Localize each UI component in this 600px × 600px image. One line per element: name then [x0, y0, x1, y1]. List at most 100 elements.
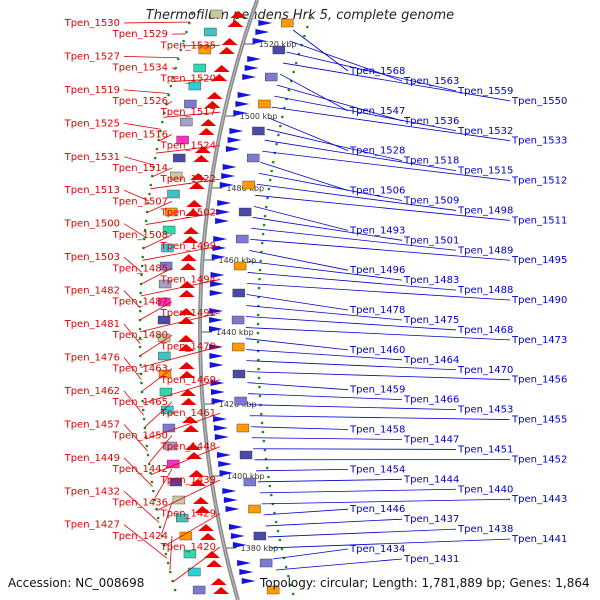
track-dot — [146, 201, 150, 205]
reverse-gene-arrow — [188, 182, 205, 189]
track-dot — [173, 588, 177, 592]
forward-gene-arrow — [225, 506, 240, 512]
reverse-gene-arrow — [179, 389, 196, 396]
right-leader-line — [261, 498, 511, 505]
left-gene-label: Tpen_1535 — [160, 40, 216, 51]
right-gene-label: Tpen_1495 — [511, 255, 567, 266]
track-dot — [169, 570, 172, 574]
reverse-gene-arrow — [178, 290, 195, 297]
reverse-gene-arrow — [178, 308, 195, 315]
track-dot — [167, 93, 170, 97]
right-gene-label: Tpen_1456 — [511, 375, 567, 386]
track-dot — [292, 70, 295, 74]
left-gene-label: Tpen_1524 — [160, 141, 216, 152]
right-leader-line — [259, 488, 457, 494]
feature-box — [158, 351, 171, 361]
track-dot — [257, 286, 261, 290]
track-dot — [263, 448, 267, 452]
track-dot — [276, 529, 280, 533]
feature-box — [192, 585, 206, 595]
left-leader-line — [146, 201, 173, 214]
track-dot — [284, 565, 288, 569]
right-gene-label: Tpen_1483 — [403, 275, 459, 286]
track-dot — [265, 466, 269, 470]
left-gene-label: Tpen_1461 — [160, 408, 216, 419]
feature-box — [198, 45, 212, 55]
right-gene-label: Tpen_1475 — [403, 315, 459, 326]
track-dot — [281, 115, 284, 119]
left-gene-label: Tpen_1481 — [64, 319, 120, 330]
track-dot — [161, 120, 164, 124]
right-leader-line — [251, 437, 403, 440]
kbp-tick-label: 1380 kbp — [241, 544, 279, 553]
forward-gene-arrow — [258, 20, 273, 26]
right-gene-label: Tpen_1459 — [349, 385, 405, 396]
track-dot — [142, 417, 146, 421]
feature-box — [157, 315, 171, 325]
left-gene-label: Tpen_1469 — [160, 375, 216, 386]
feature-box — [183, 549, 197, 559]
reverse-gene-arrow — [192, 497, 209, 504]
left-gene-label: Tpen_1436 — [112, 497, 168, 508]
right-gene-label: Tpen_1512 — [511, 176, 567, 187]
left-leader-line — [171, 67, 176, 70]
right-leader-line — [274, 95, 457, 132]
right-leader-line — [246, 349, 403, 361]
right-gene-label: Tpen_1434 — [349, 544, 405, 555]
forward-gene-arrow — [232, 542, 247, 548]
feature-box — [204, 27, 217, 37]
feature-box — [236, 234, 249, 244]
left-leader-line — [123, 424, 148, 452]
feature-box — [236, 423, 250, 433]
right-gene-label: Tpen_1440 — [457, 484, 513, 495]
right-gene-label: Tpen_1447 — [403, 434, 459, 445]
right-leader-line — [250, 238, 511, 261]
right-gene-label: Tpen_1488 — [457, 285, 513, 296]
forward-gene-arrow — [217, 200, 232, 206]
left-leader-line — [123, 390, 145, 416]
track-dot — [158, 525, 162, 529]
feature-box — [248, 504, 261, 514]
track-dot — [146, 453, 150, 457]
left-leader-line — [156, 145, 221, 154]
track-dot — [291, 592, 295, 596]
track-dot — [287, 88, 291, 92]
left-gene-label: Tpen_1463 — [112, 364, 168, 375]
track-dot — [169, 84, 173, 88]
left-leader-line — [169, 535, 173, 571]
feature-box — [239, 450, 253, 460]
map-title: Thermofilum pendens Hrk 5, complete geno… — [145, 8, 455, 23]
reverse-gene-arrow — [189, 479, 206, 486]
right-gene-label: Tpen_1498 — [457, 205, 513, 216]
right-gene-label: Tpen_1444 — [403, 474, 459, 485]
track-dot — [182, 39, 185, 43]
left-leader-line — [182, 44, 221, 47]
left-gene-label: Tpen_1479 — [160, 341, 216, 352]
left-gene-label: Tpen_1514 — [112, 163, 168, 174]
track-dot — [278, 538, 282, 542]
left-leader-line — [150, 178, 221, 190]
track-dot — [140, 273, 143, 277]
track-dot — [303, 34, 306, 38]
right-gene-label: Tpen_1489 — [457, 245, 513, 256]
forward-gene-arrow — [235, 101, 250, 107]
track-dot — [153, 156, 157, 160]
left-gene-label: Tpen_1448 — [160, 442, 216, 453]
track-dot — [263, 214, 267, 218]
right-leader-line — [265, 518, 403, 527]
track-dot — [148, 192, 151, 196]
left-gene-label: Tpen_1527 — [64, 51, 120, 62]
track-dot — [259, 412, 263, 416]
reverse-gene-arrow — [204, 101, 221, 108]
left-leader-line — [156, 479, 221, 511]
feature-box — [247, 153, 260, 163]
left-gene-label: Tpen_1519 — [64, 85, 120, 96]
track-dot — [270, 169, 273, 173]
track-dot — [264, 205, 268, 209]
right-gene-label: Tpen_1454 — [349, 464, 405, 475]
reverse-gene-arrow — [182, 425, 199, 432]
right-gene-label: Tpen_1493 — [349, 225, 405, 236]
track-dot — [273, 511, 276, 515]
track-dot — [268, 484, 272, 488]
forward-gene-arrow — [209, 308, 224, 314]
